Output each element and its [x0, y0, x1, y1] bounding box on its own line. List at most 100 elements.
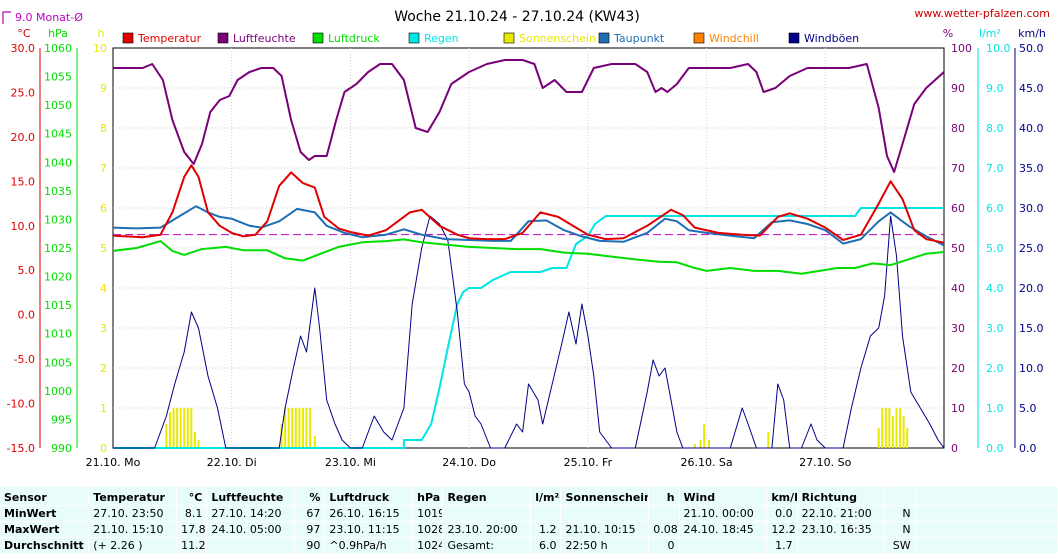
stats-cell-value [530, 505, 562, 522]
stats-cell-value: 1019.2 [412, 505, 444, 522]
wind-axis-tick: 50.0 [1019, 42, 1044, 55]
legend-swatch-pressure [312, 32, 324, 44]
pressure-axis-tick: 1060 [44, 42, 72, 55]
stats-row: MaxWert 21.10. 15:10 17.8 24.10. 05:00 97 23.… [0, 521, 1058, 538]
x-tick-label: 24.10. Do [442, 456, 496, 469]
rain-axis-tick: 4.0 [986, 282, 1004, 295]
stats-header-label: Wind [679, 487, 768, 506]
humidity-axis-tick: 40 [951, 282, 965, 295]
humidity-axis-tick: 100 [951, 42, 972, 55]
stats-row: MinWert 27.10. 23:50 8.1 27.10. 14:20 67 26.1… [0, 505, 1058, 522]
legend-swatch-sunshine [503, 32, 515, 44]
temp-axis-tick: -15.0 [7, 442, 35, 455]
stats-cell-time [797, 537, 886, 554]
legend-label-temperature: Temperatur [137, 32, 202, 45]
stats-cell-value: 17.8 [176, 521, 208, 538]
x-tick-label: 25.10. Fr [564, 456, 613, 469]
pressure-axis-tick: 1050 [44, 99, 72, 112]
humidity-axis-tick: 50 [951, 242, 965, 255]
stats-cell-time: 21.10. 00:00 [679, 505, 768, 522]
temp-axis-tick: 5.0 [18, 264, 36, 277]
stats-header-unit: km/h [766, 487, 798, 506]
stats-cell-value: 1024.3 [412, 537, 444, 554]
series-line-rain [113, 207, 944, 449]
humidity-axis-tick: 20 [951, 362, 965, 375]
stats-cell-time: 22.10. 21:00 [797, 505, 886, 522]
stats-cell-value: SW [884, 537, 916, 554]
pressure-axis-tick: 995 [51, 413, 72, 426]
wind-axis-tick: 45.0 [1019, 82, 1044, 95]
pressure-axis-tick: 1020 [44, 271, 72, 284]
pressure-axis-tick: 1015 [44, 299, 72, 312]
site-link[interactable]: www.wetter-pfalzen.com [914, 7, 1050, 20]
legend-swatch-temperature [122, 32, 134, 44]
sun-axis-tick: 6 [100, 202, 107, 215]
stats-cell-time: 22:50 h [560, 537, 650, 554]
series-line-pressure [112, 238, 945, 275]
axes: 21.10. Mo 22.10. Di 23.10. Mi 24.10. Do 25.1… [7, 27, 1046, 469]
stats-filler [915, 537, 1058, 554]
legend-label-rain: Regen [424, 32, 459, 45]
stats-row-label: Durchschnitt [0, 537, 90, 554]
stats-cell-time [560, 505, 650, 522]
humidity-axis-tick: 60 [951, 202, 965, 215]
legend: Temperatur Luftfeuchte Luftdruck Regen Sonne… [122, 32, 859, 45]
stats-header-unit: hPa [412, 487, 444, 506]
monthly-average-legend: 9.0 Monat-Ø [2, 11, 83, 24]
rain-axis-tick: 0.0 [986, 442, 1004, 455]
stats-cell-value: 1028.3 [412, 521, 444, 538]
stats-cell-value: 6.0 [530, 537, 562, 554]
stats-row: Durchschnitt(+ 2.26 )11.22 90^0.9hPa/h102… [0, 537, 1058, 554]
stats-cell-time: 24.10. 18:45 [679, 521, 768, 538]
stats-cell-time: 23.10. 11:15 [324, 521, 414, 538]
stats-cell-value: 1.7 [766, 537, 798, 554]
axis-unit-humidity: % [943, 27, 953, 40]
humidity-axis-tick: 70 [951, 162, 965, 175]
stats-cell-value: N [884, 505, 916, 522]
wind-axis-tick: 20.0 [1019, 282, 1044, 295]
rain-axis-tick: 10.0 [986, 42, 1011, 55]
stats-cell-value: 8.1 [176, 505, 208, 522]
stats-cell-time: 21.10. 10:15 [560, 521, 650, 538]
series-line-humidity [113, 59, 945, 173]
stats-header-label: Regen [442, 487, 532, 506]
temp-axis-tick: 0.0 [18, 309, 36, 322]
temp-axis-tick: -5.0 [14, 353, 35, 366]
humidity-axis-tick: 30 [951, 322, 965, 335]
stats-header-label: Richtung [797, 487, 886, 506]
stats-cell-time: Gesamt: [442, 537, 532, 554]
stats-cell-time: 27.10. 23:50 [88, 505, 178, 522]
temp-axis-tick: 10.0 [11, 220, 36, 233]
x-tick-label: 27.10. So [799, 456, 851, 469]
legend-label-dewpoint: Taupunkt [613, 32, 665, 45]
rain-axis-tick: 7.0 [986, 162, 1004, 175]
axis-unit-wind: km/h [1018, 27, 1046, 40]
rain-axis-tick: 8.0 [986, 122, 1004, 135]
monthly-average-icon [2, 11, 11, 24]
pressure-axis-tick: 1025 [44, 242, 72, 255]
sun-axis-tick: 7 [100, 162, 107, 175]
stats-cell-value: 97 [294, 521, 326, 538]
wind-axis-tick: 0.0 [1019, 442, 1037, 455]
stats-cell-value: 1.2 [530, 521, 562, 538]
stats-header-label: Luftfeuchte [206, 487, 296, 506]
stats-cell-value: 90 [294, 537, 326, 554]
temp-axis-tick: 20.0 [11, 131, 36, 144]
stats-header-unit [884, 487, 916, 506]
stats-cell-time: 23.10. 16:35 [797, 521, 886, 538]
humidity-axis-tick: 0 [951, 442, 958, 455]
stats-cell-time: 26.10. 16:15 [324, 505, 414, 522]
axis-unit-pressure: hPa [48, 27, 68, 40]
wind-axis-tick: 40.0 [1019, 122, 1044, 135]
rain-axis-tick: 6.0 [986, 202, 1004, 215]
axis-unit-rain: l/m² [979, 27, 1001, 40]
pressure-axis-tick: 990 [51, 442, 72, 455]
pressure-axis-tick: 1000 [44, 385, 72, 398]
rain-axis-tick: 3.0 [986, 322, 1004, 335]
stats-header-unit: % [294, 487, 326, 506]
stats-header-sensor: Sensor [0, 487, 90, 506]
stats-cell-time: ^0.9hPa/h [324, 537, 414, 554]
x-tick-label: 22.10. Di [207, 456, 257, 469]
legend-swatch-dewpoint [598, 32, 610, 44]
stats-header-unit: °C [176, 487, 208, 506]
